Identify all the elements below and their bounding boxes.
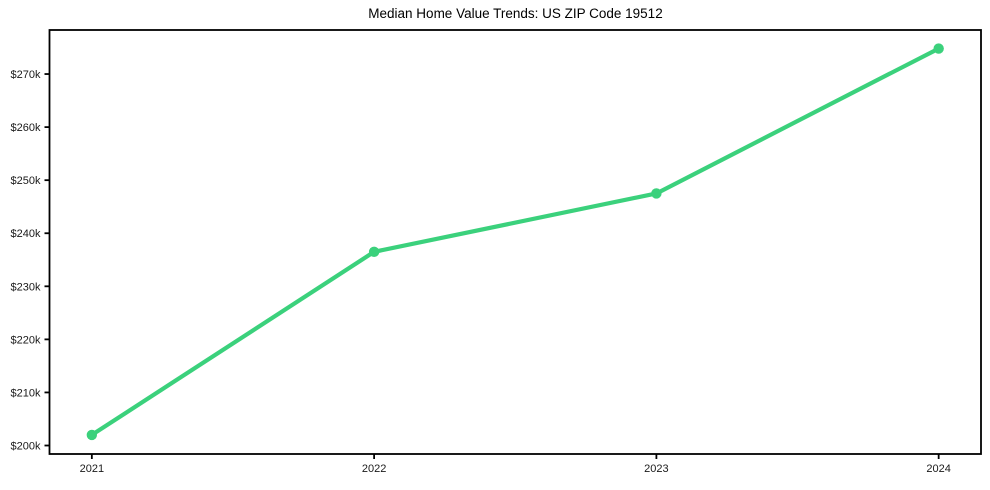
data-point [86,429,98,441]
y-tick-label: $210k [11,387,41,399]
x-tick-label: 2022 [362,463,386,475]
y-tick-label: $240k [11,228,41,240]
y-tick-label: $270k [11,69,41,81]
data-point [651,188,662,199]
y-tick-label: $260k [11,122,41,134]
data-point [368,246,380,258]
chart-title: Median Home Value Trends: US ZIP Code 19… [368,6,663,21]
y-tick-label: $200k [11,441,41,453]
x-tick-label: 2021 [80,463,104,475]
data-line [89,46,941,437]
y-tick-label: $250k [11,175,41,187]
data-point [933,43,944,54]
y-tick-label: $220k [11,334,41,346]
x-tick-label: 2024 [926,463,950,475]
plot-border [48,29,982,455]
x-tick-label: 2023 [644,463,668,475]
y-tick-label: $230k [11,281,41,293]
